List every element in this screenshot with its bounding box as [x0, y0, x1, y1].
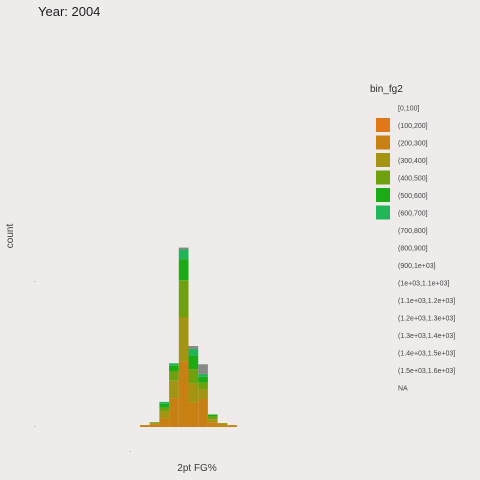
histogram-bar	[159, 411, 170, 419]
legend-label: (1.4e+03,1.5e+03]	[398, 351, 455, 358]
histogram-bar	[178, 249, 189, 260]
legend-key	[376, 118, 390, 132]
histogram-bar	[207, 422, 218, 427]
legend-label: (1.5e+03,1.6e+03]	[398, 368, 455, 375]
legend-title: bin_fg2	[370, 84, 403, 95]
x-axis-ticks: .	[129, 447, 131, 454]
histogram-bar	[140, 425, 150, 427]
histogram-bar	[169, 371, 179, 381]
histogram-bar	[217, 423, 228, 425]
y-axis-label: count	[5, 224, 16, 249]
histogram-bar	[198, 389, 208, 399]
histogram-bar	[198, 364, 208, 374]
histogram-bar	[169, 380, 179, 399]
legend-label: [0,100]	[398, 106, 419, 113]
chart-title: Year: 2004	[38, 4, 100, 19]
histogram-bar	[198, 373, 208, 377]
legend-label: (900,1e+03]	[398, 263, 436, 270]
histogram-bar	[178, 361, 189, 427]
histogram-bar	[207, 414, 218, 417]
x-tick-label: .	[129, 447, 131, 454]
histogram-bar	[159, 401, 170, 404]
y-tick-label: .	[34, 277, 36, 284]
legend-key	[376, 205, 390, 220]
legend-label: (700,800]	[398, 228, 428, 235]
histogram-bar	[159, 418, 170, 427]
histogram-bar	[178, 280, 189, 318]
histogram-bar	[217, 425, 228, 427]
legend-key	[376, 170, 390, 185]
legend-key	[376, 135, 390, 150]
histogram-bar	[188, 346, 199, 349]
histogram-bar	[169, 398, 179, 427]
legend-label: (400,500]	[398, 176, 428, 183]
y-tick-label: .	[34, 422, 36, 429]
legend-label: (500,600]	[398, 193, 428, 200]
histogram-bar	[149, 423, 160, 425]
legend: bin_fg2 [0,100] (100,200] (200,300] (300,40…	[370, 84, 455, 393]
histogram-bar	[188, 348, 199, 356]
x-axis-label: 2pt FG%	[177, 463, 217, 474]
legend-key	[376, 153, 390, 167]
y-axis-ticks: ..	[34, 277, 36, 429]
histogram-bar	[207, 416, 218, 420]
histogram-bar	[178, 259, 189, 281]
legend-label: NA	[398, 386, 408, 393]
histogram-bar	[159, 407, 170, 412]
legend-label: (200,300]	[398, 141, 428, 148]
histogram-bar	[188, 383, 199, 403]
legend-key	[376, 188, 390, 202]
histogram-bar	[149, 422, 160, 424]
histogram-bar	[198, 382, 208, 390]
plot-panel	[140, 247, 237, 427]
legend-label: (300,400]	[398, 158, 428, 165]
legend-label: (1e+03,1.1e+03]	[398, 281, 449, 288]
histogram-bar	[178, 317, 189, 362]
legend-label: (1.1e+03,1.2e+03]	[398, 298, 455, 305]
histogram-bar	[188, 402, 199, 427]
histogram-bar	[227, 425, 237, 427]
legend-label: (1.2e+03,1.3e+03]	[398, 316, 455, 323]
histogram-bar	[149, 424, 160, 427]
histogram-bar	[188, 369, 199, 384]
histogram-bar	[169, 363, 179, 366]
histogram-bar	[198, 376, 208, 383]
histogram-bar	[178, 247, 189, 250]
legend-label: (1.3e+03,1.4e+03]	[398, 333, 455, 340]
histogram-bar	[198, 399, 208, 427]
histogram-bar	[188, 355, 199, 370]
legend-label: (100,200]	[398, 123, 428, 130]
histogram-bar	[159, 403, 170, 408]
histogram-bar	[169, 365, 179, 372]
histogram-bar	[207, 419, 218, 423]
legend-label: (800,900]	[398, 246, 428, 253]
legend-label: (600,700]	[398, 211, 428, 218]
